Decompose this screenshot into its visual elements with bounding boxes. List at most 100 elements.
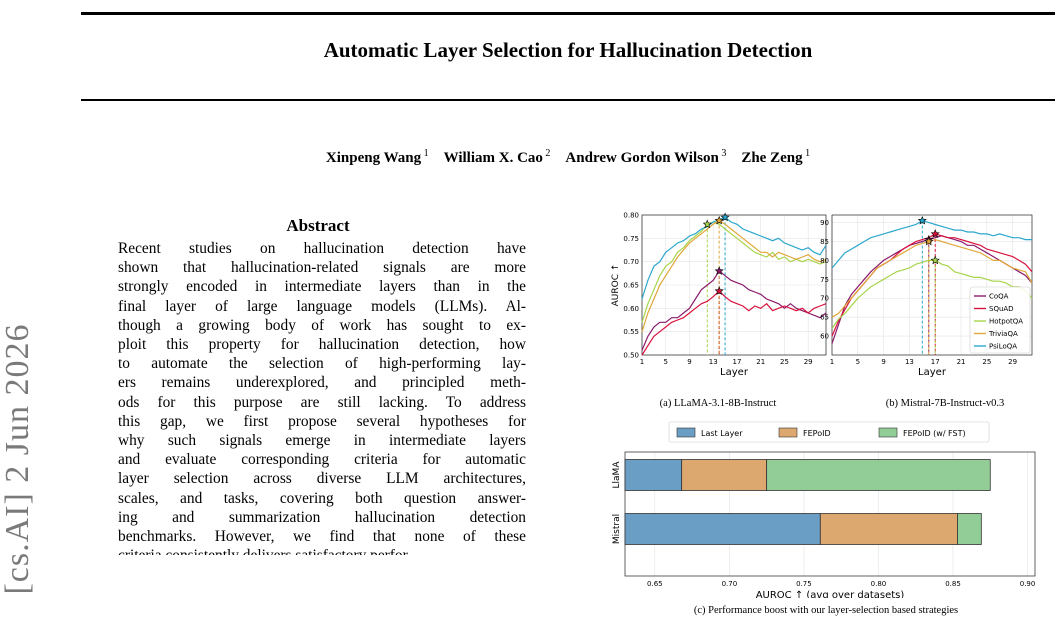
y-tick-label: 0.70: [820, 295, 829, 303]
x-tick-label: 13: [905, 358, 914, 366]
best-layer-star: [702, 219, 712, 229]
legend-swatch: [676, 427, 696, 438]
x-axis-label: Layer: [918, 367, 947, 378]
abstract-heading: Abstract: [286, 216, 350, 235]
abstract-line: layer selection across diverse LLM archi…: [118, 470, 526, 488]
series-line: [831, 259, 1033, 329]
caption-b: (b) Mistral-7B-Instruct-v0.3: [885, 398, 1005, 409]
x-tick-label: 0.90: [1020, 580, 1036, 588]
best-layer-star: [714, 266, 724, 275]
caption-a: (a) LLaMA-3.1-8B-Instruct: [659, 398, 777, 409]
caption-c: (c) Performance boost with our layer-sel…: [693, 605, 959, 616]
x-tick-label: 25: [780, 358, 789, 366]
abstract-line: scales, and tasks, covering both questio…: [118, 489, 526, 507]
series-line: [641, 216, 827, 300]
author-name: Zhe Zeng: [741, 150, 803, 166]
bar-segment: [819, 513, 958, 545]
x-tick-label: 25: [982, 358, 991, 366]
abstract-line: criteria consistently delivers satisfact…: [118, 546, 526, 555]
x-tick-label: 1: [830, 358, 834, 366]
chart-mistral-layers: 0.60 0.65 0.70 0.75 0.80 0.85 0.90 1 5 9 13 17 21 25 2…: [820, 214, 1033, 378]
legend-label: FEPoID: [803, 429, 831, 438]
abstract-line: and evaluate corresponding criteria for …: [118, 451, 526, 469]
y-tick-label: 0.80: [820, 257, 829, 265]
legend-label: TriviaQA: [988, 330, 1018, 338]
best-layer-star: [930, 229, 940, 238]
y-tick-label: 0.50: [623, 352, 639, 360]
best-layer-star: [720, 212, 730, 222]
y-axis-label: AUROC ↑: [611, 264, 621, 307]
x-tick-label: 9: [881, 358, 885, 366]
author-name: William X. Cao: [443, 150, 543, 166]
category-label: Mistral: [612, 514, 622, 544]
series-line: [831, 220, 1032, 269]
bar-segment: [957, 513, 982, 545]
legend-label: SQuAD: [989, 305, 1014, 313]
bar-segment: [624, 513, 821, 545]
x-tick-label: 17: [931, 358, 940, 366]
category-label: LlaMA: [612, 461, 622, 489]
x-tick-label: 29: [1008, 358, 1017, 366]
series-line: [641, 221, 827, 323]
legend-label: Last Layer: [701, 429, 743, 438]
best-layer-star: [917, 215, 927, 225]
abstract-line: this gap, we first propose several hypot…: [118, 412, 526, 430]
y-tick-label: 0.60: [623, 305, 639, 313]
title-rule: [81, 99, 1055, 101]
series-line: [641, 219, 827, 332]
y-tick-label: 0.85: [820, 238, 829, 246]
legend-swatch: [878, 427, 898, 438]
x-axis-label: Layer: [720, 367, 749, 378]
author-name: Andrew Gordon Wilson: [565, 150, 719, 166]
legend-swatch: [778, 427, 798, 438]
y-tick-label: 0.75: [820, 276, 829, 284]
x-tick-label: 5: [664, 358, 668, 366]
y-tick-label: 0.80: [623, 212, 639, 220]
x-tick-label: 13: [709, 358, 718, 366]
legend-label: CoQA: [989, 293, 1009, 301]
legend-label: FEPoID (w/ FST): [903, 429, 966, 438]
abstract-line: final layer of large language models (LL…: [118, 297, 526, 315]
author-affiliation: 1: [802, 148, 811, 159]
bar-segment: [681, 459, 768, 491]
abstract-line: to automate the selection of high-perfor…: [118, 355, 526, 373]
x-tick-label: 0.85: [945, 580, 961, 588]
abstract-text: Recent studies on hallucination detectio…: [118, 239, 526, 555]
y-tick-label: 0.65: [820, 314, 829, 322]
author-affiliation: 1: [421, 148, 429, 159]
best-layer-star: [924, 236, 934, 246]
paper-title: Automatic Layer Selection for Hallucinat…: [323, 38, 813, 62]
abstract-line: ploit this property for hallucination de…: [118, 336, 526, 354]
plot-frame: [831, 214, 1033, 356]
arxiv-stamp: [cs.AI] 2 Jun 2026: [0, 323, 36, 595]
x-tick-label: 0.65: [647, 580, 663, 588]
abstract-line: why such signals emerge in intermediate …: [118, 432, 526, 450]
author-name: Xinpeng Wang: [325, 150, 422, 166]
author-affiliation: 3: [718, 148, 727, 159]
plot-frame: [641, 214, 827, 356]
x-tick-label: 17: [733, 358, 742, 366]
bar-segment: [766, 459, 991, 491]
abstract-line: though a growing body of work has sought…: [118, 316, 526, 334]
legend-box: [668, 421, 990, 443]
y-tick-label: 0.70: [623, 258, 639, 266]
series-line: [641, 290, 827, 356]
y-tick-label: 0.60: [820, 333, 829, 341]
y-tick-label: 0.90: [820, 219, 829, 227]
best-layer-star: [714, 286, 724, 295]
x-tick-label: 5: [856, 358, 860, 366]
author-list: Xinpeng Wang 1 William X. Cao 2 Andrew G…: [81, 148, 1055, 167]
x-axis-label: AUROC ↑ (avg over datasets): [756, 590, 905, 598]
best-layer-star: [714, 215, 724, 225]
x-tick-label: 0.75: [796, 580, 812, 588]
y-tick-label: 0.75: [623, 235, 639, 243]
abstract-line: benchmarks. However, we find that none o…: [118, 528, 526, 546]
top-rule: [81, 12, 1055, 15]
legend-label: HotpotQA: [989, 318, 1023, 326]
abstract-line: strongly encoded in intermediate layers …: [118, 278, 526, 296]
abstract-line: ing and summarization hallucination dete…: [118, 508, 526, 526]
bar-segment: [624, 459, 683, 491]
x-tick-label: 1: [640, 358, 644, 366]
author-affiliation: 2: [542, 148, 551, 159]
legend-box: [969, 286, 1031, 354]
